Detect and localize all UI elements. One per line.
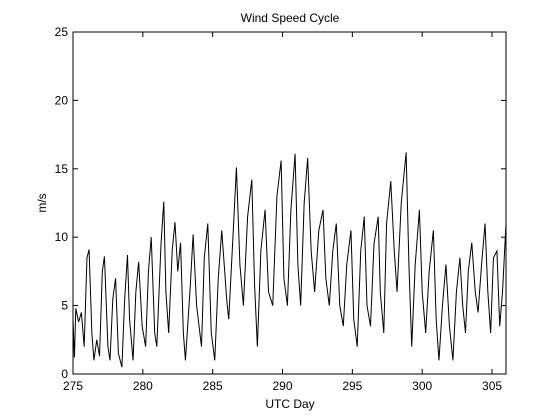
x-tick-label: 285 xyxy=(203,379,223,393)
x-tick-label: 290 xyxy=(273,379,293,393)
plot-frame xyxy=(72,31,507,375)
x-tick-label: 280 xyxy=(133,379,153,393)
x-tick-label: 275 xyxy=(63,379,83,393)
y-tick-label: 25 xyxy=(55,25,69,39)
series-line xyxy=(72,152,507,368)
x-axis-label: UTC Day xyxy=(265,397,314,411)
y-tick-label: 20 xyxy=(55,93,69,107)
y-tick-label: 15 xyxy=(55,162,69,176)
chart-title: Wind Speed Cycle xyxy=(241,11,340,25)
x-tick-label: 305 xyxy=(482,379,502,393)
y-tick-label: 10 xyxy=(55,230,69,244)
y-axis-label: m/s xyxy=(35,193,49,212)
x-tick-label: 300 xyxy=(412,379,432,393)
y-tick-label: 0 xyxy=(61,367,68,381)
x-tick-label: 295 xyxy=(342,379,362,393)
y-tick-label: 5 xyxy=(61,299,68,313)
